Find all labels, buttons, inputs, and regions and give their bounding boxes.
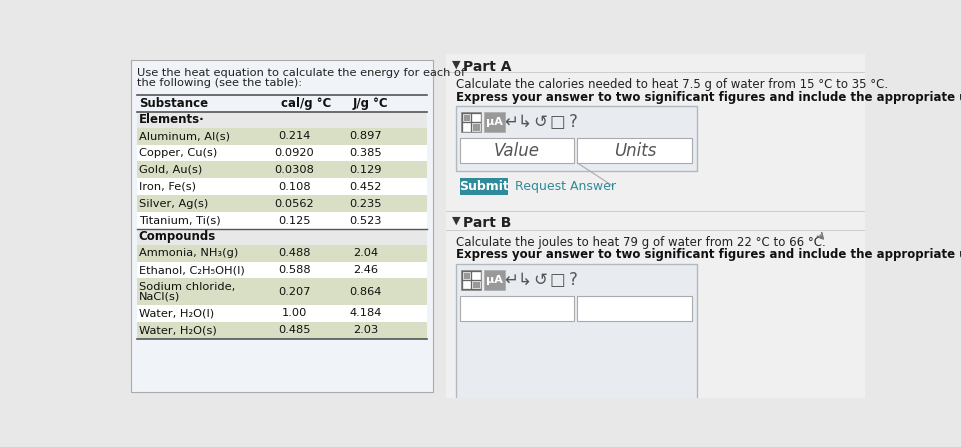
Text: □: □ xyxy=(550,113,565,131)
Bar xyxy=(472,114,480,122)
Text: ↳: ↳ xyxy=(518,113,531,131)
Bar xyxy=(472,281,480,288)
Bar xyxy=(578,296,692,321)
Text: Substance: Substance xyxy=(138,97,208,110)
Text: Calculate the joules to heat 79 g of water from 22 °C to 66 °C.: Calculate the joules to heat 79 g of wat… xyxy=(456,236,826,249)
Text: ↺: ↺ xyxy=(533,113,547,131)
Text: □: □ xyxy=(550,271,565,289)
Text: Ethanol, C₂H₅OH(l): Ethanol, C₂H₅OH(l) xyxy=(138,265,244,275)
Text: Calculate the calories needed to heat 7.5 g of water from 15 °C to 35 °C.: Calculate the calories needed to heat 7.… xyxy=(456,78,889,91)
Text: ↳: ↳ xyxy=(518,271,531,289)
Text: 0.129: 0.129 xyxy=(350,165,382,175)
Text: 1.00: 1.00 xyxy=(282,308,308,318)
Bar xyxy=(472,271,480,279)
Bar xyxy=(137,127,427,144)
Text: Aluminum, Al(s): Aluminum, Al(s) xyxy=(138,131,230,141)
Text: ↵: ↵ xyxy=(504,271,518,289)
Text: Ammonia, NH₃(g): Ammonia, NH₃(g) xyxy=(138,248,238,258)
Text: 0.125: 0.125 xyxy=(279,216,310,226)
Text: 0.488: 0.488 xyxy=(279,248,310,258)
Bar xyxy=(456,106,697,172)
Bar xyxy=(578,138,692,163)
Text: Water, H₂O(s): Water, H₂O(s) xyxy=(138,325,216,335)
Text: NaCl(s): NaCl(s) xyxy=(138,291,180,302)
Bar xyxy=(459,296,575,321)
Text: ?: ? xyxy=(568,113,578,131)
Text: 0.0562: 0.0562 xyxy=(275,199,314,209)
Bar xyxy=(462,271,471,279)
Bar xyxy=(137,161,427,178)
Text: ▼: ▼ xyxy=(452,60,460,70)
Bar xyxy=(137,112,427,127)
Bar xyxy=(484,270,505,290)
Text: Express your answer to two significant figures and include the appropriate units: Express your answer to two significant f… xyxy=(456,91,961,104)
Text: Titanium, Ti(s): Titanium, Ti(s) xyxy=(138,216,220,226)
Text: 0.207: 0.207 xyxy=(279,287,310,296)
Bar xyxy=(459,138,575,163)
Text: Gold, Au(s): Gold, Au(s) xyxy=(138,165,202,175)
Text: Units: Units xyxy=(613,142,656,160)
Text: 0.864: 0.864 xyxy=(350,287,382,296)
Text: Part B: Part B xyxy=(462,216,511,230)
Bar xyxy=(137,278,427,305)
Text: 0.485: 0.485 xyxy=(279,325,310,335)
Text: 0.214: 0.214 xyxy=(279,131,310,141)
Text: 0.0308: 0.0308 xyxy=(275,165,314,175)
Bar xyxy=(137,195,427,212)
Text: Copper, Cu(s): Copper, Cu(s) xyxy=(138,148,217,158)
Text: μA: μA xyxy=(486,117,503,127)
Text: Silver, Ag(s): Silver, Ag(s) xyxy=(138,199,208,209)
Text: 2.04: 2.04 xyxy=(354,248,379,258)
Bar xyxy=(461,112,481,132)
Text: J/g °C: J/g °C xyxy=(353,97,388,110)
Text: 0.108: 0.108 xyxy=(278,182,310,192)
Text: Iron, Fe(s): Iron, Fe(s) xyxy=(138,182,196,192)
Text: 0.523: 0.523 xyxy=(350,216,382,226)
Bar xyxy=(137,178,427,195)
Bar xyxy=(484,112,505,132)
Text: 0.0920: 0.0920 xyxy=(275,148,314,158)
Bar xyxy=(472,123,480,131)
Text: Part A: Part A xyxy=(462,60,511,74)
Text: Sodium chloride,: Sodium chloride, xyxy=(138,283,235,292)
Text: Express your answer to two significant figures and include the appropriate units: Express your answer to two significant f… xyxy=(456,249,961,261)
Bar xyxy=(456,264,697,402)
Bar xyxy=(137,144,427,161)
Text: Request Answer: Request Answer xyxy=(515,180,616,193)
Text: the following (see the table):: the following (see the table): xyxy=(137,78,303,88)
Text: Value: Value xyxy=(494,142,540,160)
Text: Water, H₂O(l): Water, H₂O(l) xyxy=(138,308,214,318)
Text: 4.184: 4.184 xyxy=(350,308,382,318)
Text: 0.385: 0.385 xyxy=(350,148,382,158)
Bar xyxy=(137,212,427,229)
Text: μA: μA xyxy=(486,275,503,285)
Text: 2.46: 2.46 xyxy=(354,265,379,275)
Text: 0.235: 0.235 xyxy=(350,199,382,209)
Bar xyxy=(462,281,471,288)
Text: 0.452: 0.452 xyxy=(350,182,382,192)
Bar xyxy=(137,245,427,261)
Bar xyxy=(462,114,471,122)
Text: cal/g °C: cal/g °C xyxy=(282,97,332,110)
Text: 0.588: 0.588 xyxy=(278,265,310,275)
Bar xyxy=(462,123,471,131)
Bar xyxy=(137,261,427,278)
Text: ↵: ↵ xyxy=(504,113,518,131)
Bar xyxy=(131,60,433,392)
Text: Use the heat equation to calculate the energy for each of: Use the heat equation to calculate the e… xyxy=(137,67,465,77)
Bar xyxy=(459,177,507,194)
Text: Elements·: Elements· xyxy=(138,114,205,127)
Bar xyxy=(137,321,427,338)
Bar xyxy=(137,305,427,321)
Bar xyxy=(137,229,427,245)
Text: ↺: ↺ xyxy=(533,271,547,289)
Bar xyxy=(461,270,481,290)
Text: 0.897: 0.897 xyxy=(350,131,382,141)
Text: ▼: ▼ xyxy=(452,216,460,226)
Text: Compounds: Compounds xyxy=(138,230,216,244)
Text: 2.03: 2.03 xyxy=(354,325,379,335)
Text: ?: ? xyxy=(568,271,578,289)
Bar xyxy=(446,54,865,398)
Text: Submit: Submit xyxy=(458,180,508,193)
